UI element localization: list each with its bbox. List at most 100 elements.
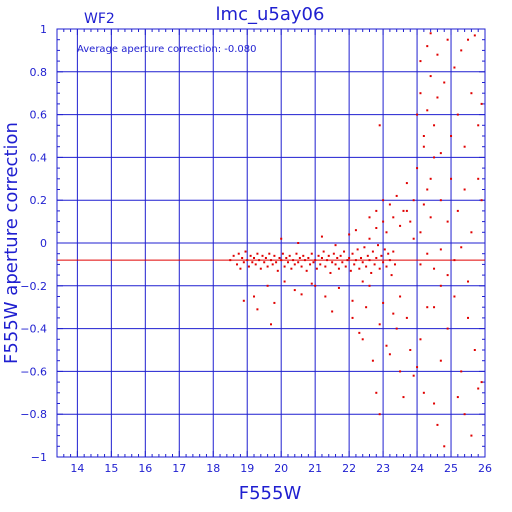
y-tick-label: 1 xyxy=(40,23,47,36)
data-point xyxy=(409,220,412,223)
x-tick-label: 23 xyxy=(376,462,390,475)
data-point xyxy=(353,263,356,266)
data-point xyxy=(324,295,327,298)
data-point xyxy=(405,209,408,212)
data-point xyxy=(315,267,318,270)
x-tick-label: 26 xyxy=(478,462,492,475)
data-point xyxy=(280,237,283,240)
data-point xyxy=(351,316,354,319)
data-point xyxy=(354,229,357,232)
data-point xyxy=(259,267,262,270)
data-point xyxy=(456,113,459,116)
data-point xyxy=(258,259,261,262)
data-point xyxy=(236,263,239,266)
data-point xyxy=(426,109,429,112)
data-point xyxy=(365,306,368,309)
data-point xyxy=(395,194,398,197)
data-point xyxy=(363,246,366,249)
data-point xyxy=(382,301,385,304)
y-tick-label: −0.4 xyxy=(20,323,47,336)
data-point xyxy=(463,145,466,148)
y-tick-label: −1 xyxy=(31,451,47,464)
data-point xyxy=(422,135,425,137)
data-point xyxy=(327,254,330,257)
data-point xyxy=(256,308,259,311)
data-point xyxy=(280,259,283,262)
data-point xyxy=(477,124,480,127)
data-point xyxy=(368,284,371,287)
data-point xyxy=(373,263,376,266)
data-point xyxy=(429,32,432,35)
data-point xyxy=(416,167,419,170)
data-point xyxy=(426,252,429,255)
data-point xyxy=(439,248,442,251)
data-point xyxy=(433,402,436,405)
x-tick-label: 14 xyxy=(70,462,84,475)
data-point xyxy=(439,284,442,287)
data-point xyxy=(356,248,359,251)
data-point xyxy=(264,256,267,259)
data-point xyxy=(263,261,266,264)
x-axis-label: F555W xyxy=(239,483,302,504)
data-point xyxy=(261,254,264,257)
data-point xyxy=(460,246,463,249)
y-tick-label: 0.2 xyxy=(30,194,48,207)
data-point xyxy=(266,284,269,287)
panel-label: WF2 xyxy=(84,11,115,27)
data-point xyxy=(253,256,256,259)
data-point xyxy=(348,256,351,259)
data-point xyxy=(331,310,334,313)
data-point xyxy=(298,256,301,259)
x-tick-label: 21 xyxy=(308,462,322,475)
data-point xyxy=(392,250,395,253)
data-point xyxy=(382,261,385,264)
data-point xyxy=(253,295,256,298)
data-point xyxy=(275,261,278,264)
data-point xyxy=(467,38,470,41)
data-point xyxy=(361,261,364,264)
data-point xyxy=(293,289,296,292)
data-point xyxy=(402,209,405,212)
data-point xyxy=(270,259,272,262)
data-point xyxy=(450,135,453,137)
data-point xyxy=(436,53,439,56)
y-tick-label: −0.6 xyxy=(20,365,47,378)
data-point xyxy=(331,261,334,264)
data-point xyxy=(242,299,245,302)
data-point xyxy=(337,286,340,289)
data-point xyxy=(251,261,254,264)
data-point xyxy=(426,306,429,309)
data-point xyxy=(351,252,354,255)
data-point xyxy=(309,263,312,266)
data-point xyxy=(399,295,402,298)
data-point xyxy=(480,381,483,384)
x-tick-label: 25 xyxy=(444,462,458,475)
y-tick-label: −0.2 xyxy=(20,280,47,293)
data-point xyxy=(378,267,381,270)
data-point xyxy=(433,306,436,309)
data-point xyxy=(477,177,480,180)
data-point xyxy=(286,261,289,264)
data-point xyxy=(361,280,364,283)
data-point xyxy=(470,92,473,95)
x-tick-label: 17 xyxy=(172,462,186,475)
data-point xyxy=(443,445,446,448)
data-point xyxy=(387,252,390,255)
data-point xyxy=(433,267,436,270)
y-tick-label: 0.4 xyxy=(30,151,48,164)
data-point xyxy=(351,299,354,302)
y-axis-label: F555W aperture correction xyxy=(1,122,22,364)
data-point xyxy=(378,413,381,416)
data-point xyxy=(283,280,286,283)
data-point xyxy=(392,216,395,219)
data-point xyxy=(273,301,276,304)
data-point xyxy=(470,434,473,437)
average-correction-annotation: Average aperture correction: -0.080 xyxy=(77,44,257,55)
data-point xyxy=(371,359,374,362)
data-points xyxy=(229,32,483,448)
data-point xyxy=(385,265,388,268)
data-point xyxy=(334,244,337,247)
data-point xyxy=(419,231,422,234)
data-point xyxy=(246,259,249,262)
data-point xyxy=(360,256,363,259)
